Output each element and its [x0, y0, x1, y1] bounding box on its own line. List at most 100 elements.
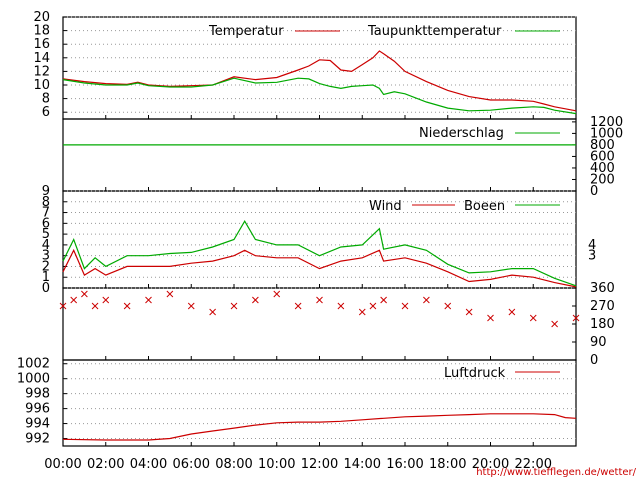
- direction-point: [487, 314, 494, 322]
- direction-point: [273, 290, 281, 298]
- direction-point: [81, 290, 88, 298]
- direction-point: [572, 314, 580, 322]
- direction-marker-stroke: [294, 302, 302, 310]
- wind-y-tick-label: 3: [42, 249, 50, 264]
- temp-y-tick-label: 14: [33, 51, 50, 66]
- temp-y-tick-label: 16: [33, 37, 50, 52]
- x-tick-label: 14:00: [344, 457, 381, 472]
- direction-marker-stroke: [572, 314, 580, 322]
- direction-marker-stroke: [316, 296, 323, 304]
- direction-marker-stroke: [337, 302, 345, 310]
- x-tick-label: 06:00: [173, 457, 210, 472]
- pressure-y-tick-label: 1002: [17, 357, 50, 372]
- series-line-luftdruck: [62, 413, 577, 441]
- direction-marker-stroke: [380, 296, 387, 304]
- x-tick-label: 02:00: [87, 457, 124, 472]
- direction-point: [294, 302, 302, 310]
- legend-temperatur-label: Temperatur: [208, 24, 284, 39]
- rain-y-tick-label: 400: [590, 161, 615, 176]
- wind-right-tick-label: 3: [588, 249, 596, 264]
- direction-marker-stroke: [81, 290, 88, 298]
- direction-point: [123, 302, 131, 310]
- direction-point: [465, 308, 473, 316]
- x-tick-label: 08:00: [215, 457, 252, 472]
- rain-y-tick-label: 600: [590, 149, 615, 164]
- direction-point: [369, 302, 377, 310]
- direction-point: [145, 296, 152, 304]
- rain-y-tick-label: 200: [590, 172, 615, 187]
- direction-marker-stroke: [166, 290, 174, 298]
- direction-marker-stroke: [123, 302, 131, 310]
- direction-marker-stroke: [369, 302, 377, 310]
- temp-y-tick-label: 18: [33, 24, 50, 39]
- series-line-temperatur: [62, 50, 577, 112]
- direction-point: [91, 302, 99, 310]
- direction-y-tick-label: 90: [590, 335, 607, 350]
- direction-marker-stroke: [423, 296, 430, 304]
- wind-y-tick-label: 8: [42, 195, 50, 210]
- rain-y-tick-label: 0: [590, 184, 598, 199]
- temp-y-tick-label: 10: [33, 78, 50, 93]
- direction-point: [380, 296, 387, 304]
- direction-marker-stroke: [102, 296, 110, 304]
- direction-marker-stroke: [59, 302, 67, 310]
- footer-url[interactable]: http://www.tiefflegen.de/wetter/: [476, 467, 636, 478]
- legend-niederschlag-label: Niederschlag: [419, 126, 504, 141]
- direction-marker-stroke: [230, 302, 238, 310]
- direction-point: [209, 308, 216, 316]
- legend-taupunkt-label: Taupunkttemperatur: [367, 24, 502, 39]
- temp-y-tick-label: 12: [33, 64, 50, 79]
- legend-boeen-label: Boeen: [464, 199, 505, 214]
- wind-y-tick-label: 5: [42, 227, 50, 242]
- direction-marker-stroke: [209, 308, 216, 316]
- direction-y-tick-label: 270: [590, 299, 615, 314]
- direction-point: [551, 320, 558, 328]
- direction-y-tick-label: 360: [590, 281, 615, 296]
- direction-marker-stroke: [401, 302, 409, 310]
- direction-marker-stroke: [444, 302, 452, 310]
- x-tick-label: 10:00: [258, 457, 295, 472]
- direction-marker-stroke: [273, 290, 281, 298]
- direction-marker-stroke: [252, 296, 259, 304]
- direction-y-tick-label: 180: [590, 317, 615, 332]
- temp-y-tick-label: 8: [42, 92, 50, 107]
- direction-point: [358, 308, 366, 316]
- direction-point: [316, 296, 323, 304]
- x-tick-label: 00:00: [44, 457, 81, 472]
- x-tick-label: 16:00: [386, 457, 423, 472]
- rain-y-tick-label: 1000: [590, 126, 623, 141]
- direction-point: [337, 302, 345, 310]
- direction-point: [187, 302, 195, 310]
- direction-point: [59, 302, 67, 310]
- direction-marker-stroke: [508, 308, 516, 316]
- direction-marker-stroke: [187, 302, 195, 310]
- series-line-taupunkttemperatur: [62, 77, 577, 115]
- pressure-y-tick-label: 994: [25, 417, 50, 432]
- wind-y-tick-label: 9: [42, 184, 50, 199]
- direction-marker-stroke: [529, 314, 537, 322]
- x-tick-label: 12:00: [301, 457, 338, 472]
- x-tick-label: 20:00: [472, 457, 509, 472]
- legend-luftdruck-label: Luftdruck: [444, 366, 506, 381]
- x-tick-label: 04:00: [130, 457, 167, 472]
- pressure-y-tick-label: 996: [25, 402, 50, 417]
- direction-point: [529, 314, 537, 322]
- wind-y-tick-label: 0: [42, 281, 50, 296]
- direction-point: [70, 296, 78, 304]
- wind-y-tick-label: 6: [42, 216, 50, 231]
- temp-y-tick-label: 6: [42, 105, 50, 120]
- series-line-boeen: [62, 220, 577, 287]
- direction-panel-frame: [62, 287, 577, 361]
- direction-marker-stroke: [70, 296, 78, 304]
- wind-right-tick-label: 4: [588, 238, 596, 253]
- direction-marker-stroke: [358, 308, 366, 316]
- direction-point: [102, 296, 110, 304]
- direction-marker-stroke: [551, 320, 558, 328]
- x-tick-label: 18:00: [429, 457, 466, 472]
- x-tick-label: 22:00: [515, 457, 552, 472]
- direction-point: [401, 302, 409, 310]
- direction-marker-stroke: [465, 308, 473, 316]
- series-line-wind: [62, 248, 577, 288]
